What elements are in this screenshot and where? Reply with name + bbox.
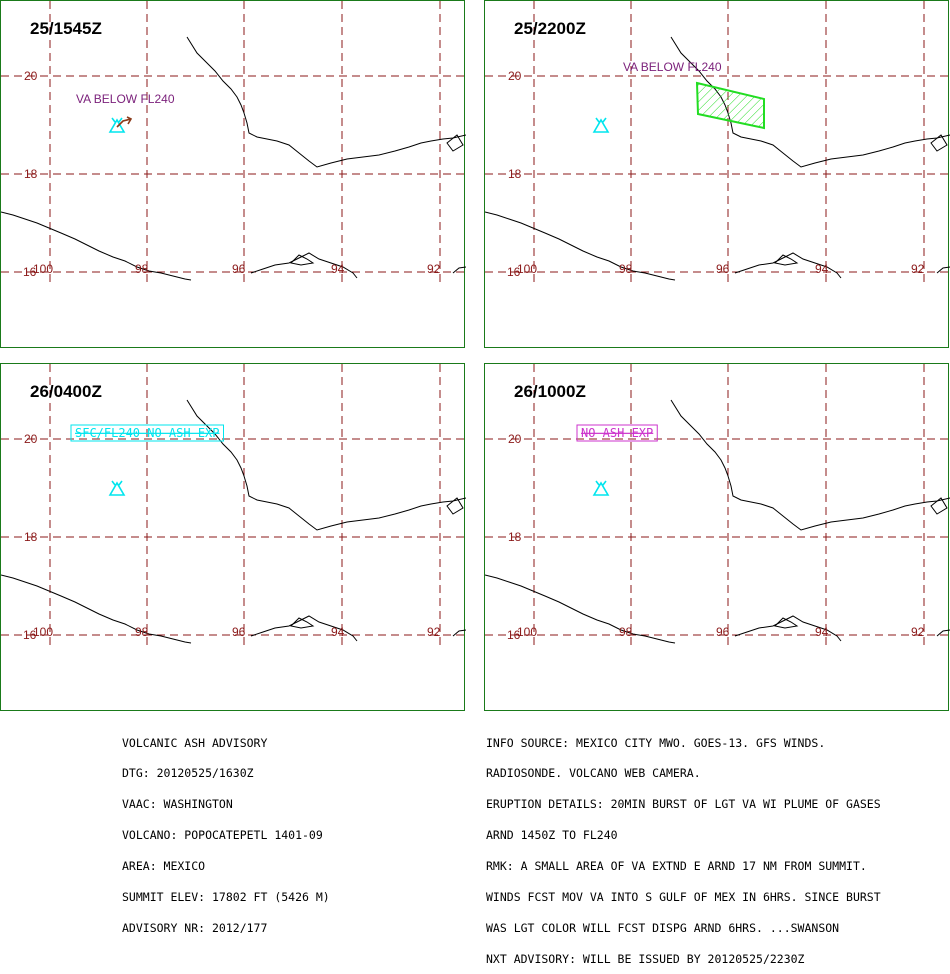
longitude-label: 98 [619, 262, 633, 276]
longitude-label: 100 [33, 625, 53, 639]
island-outline [930, 497, 948, 515]
ash-label: SFC/FL240 NO ASH EXP [75, 426, 220, 440]
panel-time-title: 25/2200Z [514, 19, 586, 38]
longitude-label: 98 [619, 625, 633, 639]
advisory-line: INFO SOURCE: MEXICO CITY MWO. GOES-13. G… [486, 735, 826, 750]
coastline [250, 252, 358, 279]
advisory-line: RMK: A SMALL AREA OF VA EXTND E ARND 17 … [486, 859, 867, 874]
ash-plume-marker [116, 116, 133, 128]
coastline [186, 36, 466, 168]
longitude-label: 98 [135, 625, 149, 639]
longitude-label: 100 [33, 262, 53, 276]
latitude-label: 20 [508, 432, 522, 446]
coastline [734, 252, 842, 279]
panel-time-title: 25/1545Z [30, 19, 102, 38]
ash-label-box [576, 424, 658, 442]
coastline [1, 211, 192, 281]
ash-label: VA BELOW FL240 [76, 92, 175, 106]
coastline [670, 399, 950, 531]
island-outline [446, 134, 464, 152]
latitude-label: 16 [507, 628, 521, 642]
coastline [452, 629, 466, 637]
latitude-label: 18 [24, 167, 38, 181]
coastline [1, 574, 192, 644]
latitude-label: 18 [24, 530, 38, 544]
longitude-label: 92 [427, 625, 441, 639]
volcano-icon [108, 117, 126, 133]
coastline [186, 399, 466, 531]
volcano-icon [108, 480, 126, 496]
latitude-label: 18 [508, 530, 522, 544]
advisory-line: ARND 1450Z TO FL240 [486, 828, 618, 843]
advisory-line: WAS LGT COLOR WILL FCST DISPG ARND 6HRS.… [486, 920, 840, 935]
advisory-text-left: VOLCANIC ASH ADVISORY DTG: 20120525/1630… [122, 717, 330, 944]
ash-label-box [70, 424, 224, 442]
longitude-label: 100 [517, 262, 537, 276]
advisory-line: VOLCANIC ASH ADVISORY [122, 735, 268, 750]
volcano-icon [592, 480, 610, 496]
advisory-line: RADIOSONDE. VOLCANO WEB CAMERA. [486, 766, 701, 781]
advisory-line: ADVISORY NR: 2012/177 [122, 920, 268, 935]
island-outline [289, 617, 315, 629]
coastline [936, 629, 950, 637]
longitude-label: 98 [135, 262, 149, 276]
advisory-line: AREA: MEXICO [122, 859, 206, 874]
longitude-label: 92 [911, 625, 925, 639]
longitude-label: 94 [815, 625, 829, 639]
advisory-line: WINDS FCST MOV VA INTO S GULF OF MEX IN … [486, 890, 881, 905]
island-outline [773, 254, 799, 266]
forecast-panel-2: 20 18 16 100 98 96 94 92 VA BELOW FL240 25/2200Z [484, 0, 950, 348]
coastline [485, 211, 676, 281]
latitude-label: 20 [24, 69, 38, 83]
island-outline [446, 497, 464, 515]
coastline [485, 574, 676, 644]
longitude-label: 96 [716, 625, 730, 639]
longitude-label: 96 [232, 625, 246, 639]
ash-label: NO ASH EXP [581, 426, 653, 440]
coastline [452, 266, 466, 274]
longitude-label: 94 [815, 262, 829, 276]
advisory-line: ERUPTION DETAILS: 20MIN BURST OF LGT VA … [486, 797, 881, 812]
latitude-label: 16 [23, 628, 37, 642]
longitude-label: 96 [232, 262, 246, 276]
ash-label: VA BELOW FL240 [623, 60, 722, 74]
advisory-text-right: INFO SOURCE: MEXICO CITY MWO. GOES-13. G… [486, 717, 881, 974]
volcano-icon [592, 117, 610, 133]
panel-time-title: 26/1000Z [514, 382, 586, 401]
forecast-panel-4: 20 18 16 100 98 96 94 92 NO ASH EXP 26/1000Z [484, 363, 950, 711]
latitude-label: 20 [24, 432, 38, 446]
advisory-line: VAAC: WASHINGTON [122, 797, 233, 812]
advisory-line: VOLCANO: POPOCATEPETL 1401-09 [122, 828, 323, 843]
advisory-line: SUMMIT ELEV: 17802 FT (5426 M) [122, 890, 330, 905]
ash-area-polygon [695, 81, 765, 130]
island-outline [773, 617, 799, 629]
longitude-label: 96 [716, 262, 730, 276]
island-outline [289, 254, 315, 266]
advisory-line: DTG: 20120525/1630Z [122, 766, 254, 781]
latitude-label: 16 [507, 265, 521, 279]
latitude-label: 16 [23, 265, 37, 279]
longitude-label: 100 [517, 625, 537, 639]
forecast-panel-1: 20 18 16 100 98 96 94 92 VA BELOW FL240 25/1545Z [0, 0, 466, 348]
forecast-panel-3: 20 18 16 100 98 96 94 92 SFC/FL240 NO ASH EXP 26… [0, 363, 466, 711]
panel-time-title: 26/0400Z [30, 382, 102, 401]
latitude-label: 18 [508, 167, 522, 181]
island-outline [930, 134, 948, 152]
coastline [250, 615, 358, 642]
longitude-label: 92 [427, 262, 441, 276]
longitude-label: 94 [331, 262, 345, 276]
latitude-label: 20 [508, 69, 522, 83]
longitude-label: 92 [911, 262, 925, 276]
longitude-label: 94 [331, 625, 345, 639]
coastline [734, 615, 842, 642]
coastline [936, 266, 950, 274]
advisory-line: NXT ADVISORY: WILL BE ISSUED BY 20120525… [486, 951, 805, 966]
